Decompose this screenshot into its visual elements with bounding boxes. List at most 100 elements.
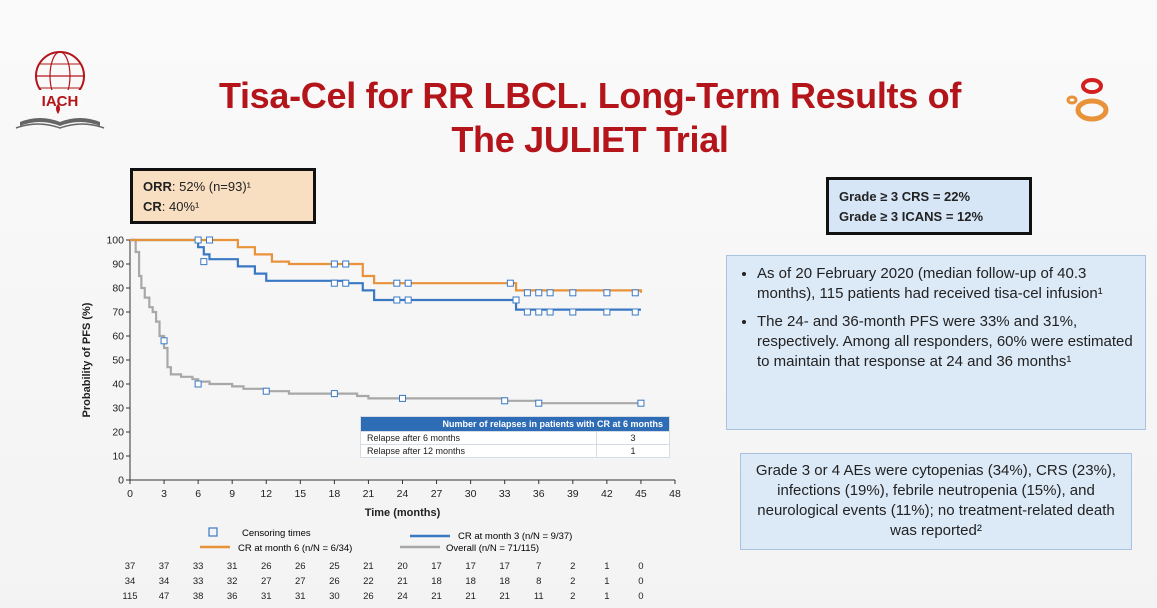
at-risk-cell: 25	[329, 561, 340, 572]
y-tick-label: 80	[112, 283, 124, 295]
censor-mark	[330, 279, 338, 287]
x-tick-label: 0	[127, 488, 133, 500]
at-risk-cell: 1	[604, 591, 610, 602]
at-risk-cell: 26	[260, 561, 272, 572]
censor-mark	[342, 260, 350, 268]
at-risk-cell: 21	[499, 591, 510, 602]
legend-censor-marker	[208, 527, 218, 537]
at-risk-cell: 115	[122, 591, 138, 602]
legend-cr6-label: CR at month 6 (n/N = 6/34)	[238, 543, 352, 554]
censor-mark	[330, 260, 338, 268]
at-risk-cell: 36	[226, 591, 238, 602]
at-risk-cell: 38	[192, 591, 204, 602]
orr-value: : 52% (n=93)¹	[171, 179, 252, 194]
at-risk-cell: 34	[124, 576, 136, 587]
at-risk-cell: 24	[397, 591, 408, 602]
at-risk-cell: 7	[536, 561, 542, 572]
censor-mark	[194, 236, 202, 244]
y-tick-label: 10	[112, 451, 124, 463]
grade-box: Grade ≥ 3 CRS = 22% Grade ≥ 3 ICANS = 12…	[826, 177, 1032, 235]
relapse-row-value: 1	[596, 444, 670, 458]
at-risk-cell: 2	[570, 576, 576, 587]
censor-mark	[535, 289, 543, 297]
censor-mark	[200, 258, 208, 266]
cr-value: : 40%¹	[161, 199, 200, 214]
y-tick-label: 40	[112, 379, 124, 391]
at-risk-cell: 33	[192, 561, 204, 572]
censor-mark	[523, 289, 531, 297]
censor-mark	[569, 289, 577, 297]
at-risk-cell: 18	[431, 576, 442, 587]
censor-mark	[404, 279, 412, 287]
chart-legend: Censoring times CR at month 6 (n/N = 6/3…	[200, 527, 572, 554]
at-risk-cell: 21	[431, 591, 442, 602]
at-risk-cell: 21	[397, 576, 408, 587]
censor-mark	[631, 289, 639, 297]
at-risk-cell: 37	[158, 561, 170, 572]
x-tick-label: 18	[329, 488, 341, 500]
table-row: Relapse after 6 months 3	[360, 431, 670, 445]
relapse-table-header: Number of relapses in patients with CR a…	[360, 416, 670, 432]
censor-mark	[205, 236, 213, 244]
y-tick-label: 50	[112, 355, 124, 367]
at-risk-cell: 26	[329, 576, 340, 587]
at-risk-cell: 0	[638, 561, 644, 572]
at-risk-cell: 34	[158, 576, 170, 587]
at-risk-cell: 1	[604, 576, 610, 587]
x-tick-label: 15	[294, 488, 306, 500]
relapse-table: Number of relapses in patients with CR a…	[360, 416, 670, 458]
censor-mark	[535, 399, 543, 407]
at-risk-cell: 22	[363, 576, 374, 587]
y-tick-label: 0	[118, 475, 124, 487]
at-risk-cell: 30	[329, 591, 340, 602]
at-risk-cell: 27	[295, 576, 306, 587]
y-axis-label: Probability of PFS (%)	[81, 302, 93, 417]
censor-mark	[399, 394, 406, 402]
info-bullet-2: The 24- and 36-month PFS were 33% and 31…	[757, 312, 1133, 372]
censor-mark	[393, 279, 401, 287]
at-risk-cell: 37	[124, 561, 136, 572]
censor-mark	[603, 289, 611, 297]
at-risk-cell: 2	[570, 591, 576, 602]
slide-title: Tisa-Cel for RR LBCL. Long-Term Results …	[160, 74, 1020, 162]
ae-text: Grade 3 or 4 AEs were cytopenias (34%), …	[755, 462, 1117, 539]
at-risk-cell: 31	[295, 591, 306, 602]
censor-mark	[512, 296, 520, 304]
brand-mark-icon	[1066, 78, 1109, 122]
censor-mark	[603, 308, 611, 316]
logo-text: IACH	[42, 93, 79, 110]
x-tick-label: 3	[161, 488, 167, 500]
at-risk-cell: 17	[499, 561, 510, 572]
censor-mark	[535, 308, 543, 316]
at-risk-cell: 2	[570, 561, 576, 572]
orr-label: ORR	[143, 179, 172, 194]
grade-crs: Grade ≥ 3 CRS = 22%	[839, 189, 971, 204]
censor-mark	[546, 289, 554, 297]
at-risk-cell: 1	[604, 561, 610, 572]
x-tick-label: 6	[195, 488, 201, 500]
x-tick-label: 33	[499, 488, 511, 500]
at-risk-cell: 17	[431, 561, 442, 572]
at-risk-cell: 0	[638, 576, 644, 587]
grade-icans: Grade ≥ 3 ICANS = 12%	[839, 209, 984, 224]
legend-censor-label: Censoring times	[242, 528, 311, 539]
censor-mark	[160, 337, 168, 345]
censor-mark	[393, 296, 401, 304]
at-risk-cell: 26	[295, 561, 306, 572]
censor-mark	[637, 399, 645, 407]
x-tick-label: 24	[397, 488, 409, 500]
at-risk-cell: 11	[533, 591, 544, 602]
legend-cr3-label: CR at month 3 (n/N = 9/37)	[458, 531, 572, 542]
x-axis-label: Time (months)	[365, 507, 441, 519]
x-tick-label: 48	[669, 488, 681, 500]
at-risk-cell: 31	[226, 561, 238, 572]
censor-mark	[194, 380, 202, 388]
chart-series	[130, 236, 645, 407]
title-line-2: The JULIET Trial	[451, 119, 729, 160]
series-line-overall	[130, 238, 641, 405]
relapse-row-label: Relapse after 12 months	[360, 444, 597, 458]
title-line-1: Tisa-Cel for RR LBCL. Long-Term Results …	[218, 75, 962, 116]
relapse-row-label: Relapse after 6 months	[360, 431, 597, 445]
at-risk-cell: 31	[260, 591, 272, 602]
info-bullet-1: As of 20 February 2020 (median follow-up…	[757, 264, 1133, 304]
